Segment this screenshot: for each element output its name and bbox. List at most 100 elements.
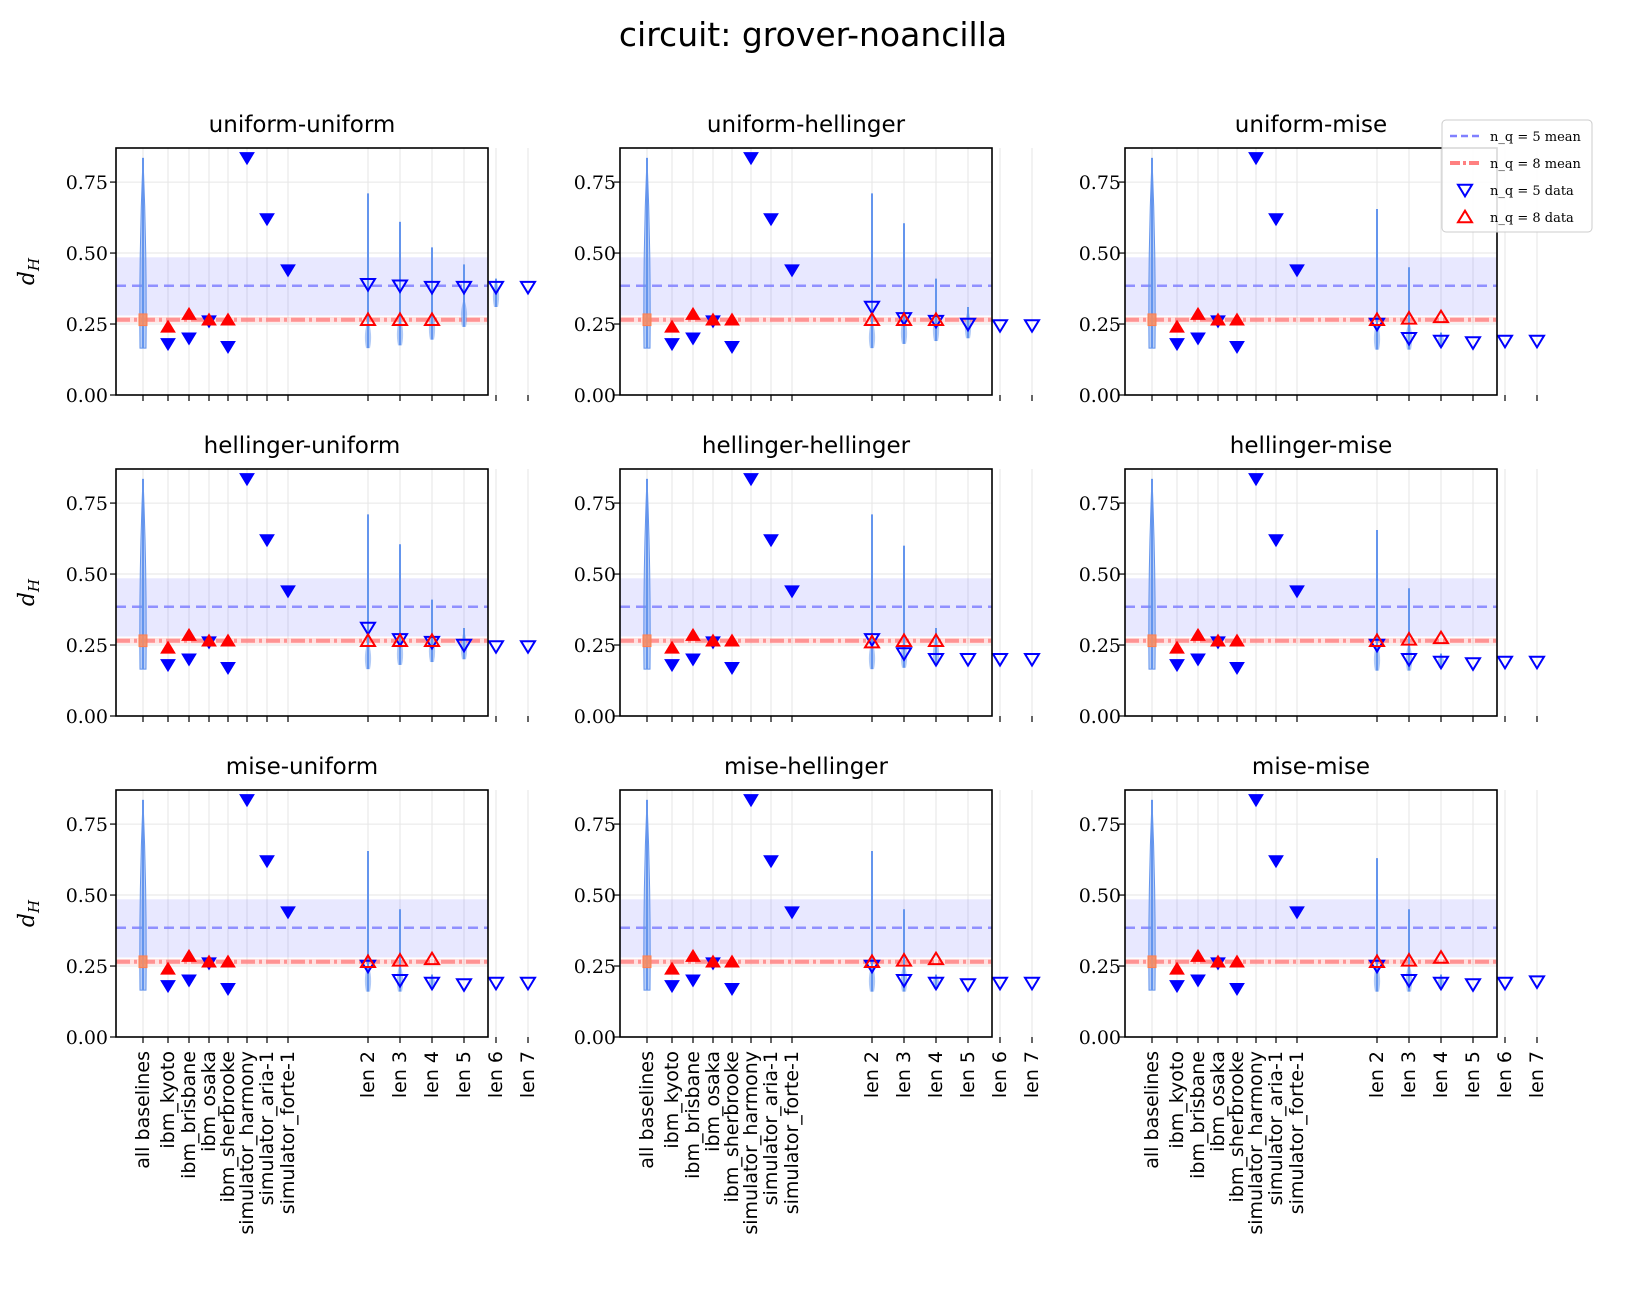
nq5-baseline-point bbox=[1268, 855, 1284, 869]
nq5-baseline-point bbox=[1289, 585, 1305, 599]
subplot-uniform-mise: uniform-mise 0.00 0.25 0.50 0.75 bbox=[1079, 112, 1546, 407]
nq5-data-point bbox=[1432, 334, 1450, 350]
nq5-baseline-point bbox=[1289, 264, 1305, 278]
nq8-baseline-point bbox=[1190, 627, 1206, 641]
nq5-baseline-point bbox=[1169, 659, 1185, 673]
nq5-baseline-point bbox=[239, 152, 255, 166]
y-tick-label: 0.75 bbox=[66, 493, 108, 515]
nq8-baseline-point bbox=[160, 640, 176, 654]
all-baselines-nq8-box bbox=[138, 634, 148, 648]
x-tick-label: len 6 bbox=[485, 1051, 507, 1098]
nq5-data-point bbox=[1528, 975, 1546, 990]
y-axis-label-sub: H bbox=[25, 578, 43, 593]
nq8-data-point bbox=[1368, 632, 1386, 648]
len-violin bbox=[460, 298, 468, 327]
all-baselines-violin bbox=[643, 157, 651, 349]
len-violin bbox=[460, 630, 468, 660]
all-baselines-violin bbox=[643, 799, 651, 991]
nq8-data-point bbox=[927, 950, 945, 966]
x-tick-label: ibm_kyoto bbox=[157, 1051, 179, 1149]
nq8-baseline-point bbox=[705, 633, 721, 647]
nq8-baseline-point bbox=[664, 319, 680, 333]
nq8-data-point bbox=[1400, 310, 1418, 325]
subplot-title: hellinger-uniform bbox=[204, 433, 401, 459]
y-tick-label: 0.00 bbox=[1079, 706, 1121, 728]
all-baselines-nq8-box bbox=[642, 634, 652, 648]
nq5-data-point bbox=[359, 621, 377, 637]
all-baselines-nq8-box bbox=[138, 313, 148, 327]
nq5-data-point bbox=[455, 638, 473, 654]
len-violin bbox=[868, 319, 876, 349]
x-tick-label: len 7 bbox=[1021, 1051, 1043, 1098]
x-tick-label: ibm_brisbane bbox=[1187, 1051, 1209, 1179]
nq8-baseline-point bbox=[685, 948, 701, 962]
nq5-data-point bbox=[519, 976, 537, 992]
nq5-baseline-point bbox=[1190, 653, 1206, 667]
y-tick-label: 0.25 bbox=[1079, 635, 1121, 657]
nq5-data-point bbox=[359, 278, 377, 293]
nq5-data-point bbox=[1496, 976, 1514, 992]
subplot-mise-hellinger: mise-hellinger 0.00 0.25 0.50 0.75 all baseli… bbox=[574, 754, 1043, 1235]
x-tick-label: len 2 bbox=[357, 1051, 379, 1098]
nq5-baseline-point bbox=[181, 653, 197, 667]
all-baselines-violin bbox=[1148, 157, 1156, 349]
y-tick-label: 0.00 bbox=[66, 385, 108, 407]
nq5-data-point bbox=[487, 640, 505, 655]
nq8-baseline-point bbox=[160, 961, 176, 975]
nq5-data-point bbox=[1432, 655, 1450, 671]
y-tick-label: 0.00 bbox=[574, 1027, 616, 1049]
x-tick-label: simulator_aria-1 bbox=[256, 1051, 278, 1205]
y-tick-label: 0.50 bbox=[1079, 564, 1121, 586]
nq5-data-point bbox=[1023, 652, 1041, 668]
x-tick-label: len 4 bbox=[925, 1051, 947, 1098]
nq5-baseline-point bbox=[160, 980, 176, 994]
y-tick-label: 0.50 bbox=[574, 243, 616, 265]
nq5-data-point bbox=[895, 973, 913, 989]
nq8-baseline-point bbox=[1210, 954, 1226, 968]
nq5-baseline-point bbox=[664, 980, 680, 994]
x-tick-label: len 6 bbox=[1494, 1051, 1516, 1098]
x-tick-label: ibm_osaka bbox=[702, 1051, 724, 1152]
x-tick-label: simulator_aria-1 bbox=[1265, 1051, 1287, 1205]
nq5-baseline-point bbox=[259, 534, 275, 548]
x-tick-label: len 2 bbox=[1366, 1051, 1388, 1098]
nq8-baseline-point bbox=[181, 948, 197, 962]
subplot-uniform-uniform: uniform-uniform 0.00 0.25 0.50 0.75 dH bbox=[15, 112, 537, 407]
legend-label: n_q = 5 data bbox=[1490, 184, 1574, 199]
nq8-baseline-point bbox=[220, 312, 236, 326]
nq5-baseline-point bbox=[280, 585, 296, 599]
axes-frame bbox=[619, 147, 993, 396]
all-baselines-violin bbox=[139, 799, 147, 991]
nq5-data-point bbox=[423, 635, 441, 651]
y-tick-label: 0.00 bbox=[574, 706, 616, 728]
nq8-data-point bbox=[423, 950, 441, 966]
nq8-baseline-point bbox=[685, 306, 701, 320]
nq5-data-point bbox=[1464, 657, 1482, 672]
y-axis-label: dH bbox=[15, 257, 43, 285]
y-tick-label: 0.75 bbox=[1079, 493, 1121, 515]
all-baselines-nq8-box bbox=[1147, 313, 1157, 327]
subplot-title: hellinger-mise bbox=[1230, 433, 1392, 459]
x-tick-label: len 5 bbox=[957, 1051, 979, 1098]
nq8-data-point bbox=[1432, 308, 1450, 324]
nq8-baseline-point bbox=[724, 312, 740, 326]
x-tick-label: simulator_harmony bbox=[1245, 1051, 1267, 1235]
x-tick-label: ibm_brisbane bbox=[682, 1051, 704, 1179]
nq5-data-point bbox=[455, 978, 473, 993]
subplot-title: mise-mise bbox=[1252, 754, 1370, 780]
subplot-mise-uniform: mise-uniform 0.00 0.25 0.50 0.75 dH all baseli… bbox=[15, 754, 539, 1235]
nq5-data-point bbox=[927, 652, 945, 668]
nq8-data-point bbox=[359, 311, 377, 327]
nq5-data-point bbox=[519, 640, 537, 655]
axes-frame bbox=[115, 147, 489, 396]
y-tick-label: 0.75 bbox=[66, 172, 108, 194]
nq5-baseline-point bbox=[259, 213, 275, 227]
nq8-baseline-point bbox=[220, 633, 236, 647]
nq8-baseline-point bbox=[201, 312, 217, 326]
axes-frame bbox=[115, 789, 489, 1038]
nq5-data-point bbox=[1464, 336, 1482, 351]
y-tick-label: 0.50 bbox=[66, 243, 108, 265]
nq8-baseline-point bbox=[664, 640, 680, 654]
nq5-baseline-point bbox=[743, 152, 759, 166]
nq5-data-point bbox=[959, 978, 977, 993]
